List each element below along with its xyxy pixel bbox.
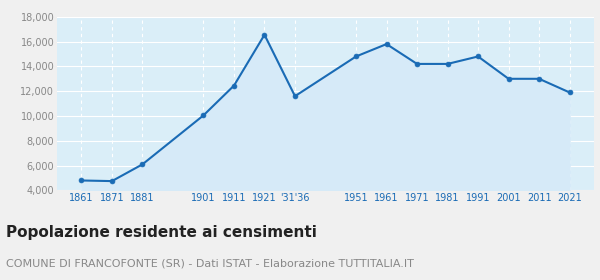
Text: COMUNE DI FRANCOFONTE (SR) - Dati ISTAT - Elaborazione TUTTITALIA.IT: COMUNE DI FRANCOFONTE (SR) - Dati ISTAT …	[6, 259, 414, 269]
Text: Popolazione residente ai censimenti: Popolazione residente ai censimenti	[6, 225, 317, 241]
